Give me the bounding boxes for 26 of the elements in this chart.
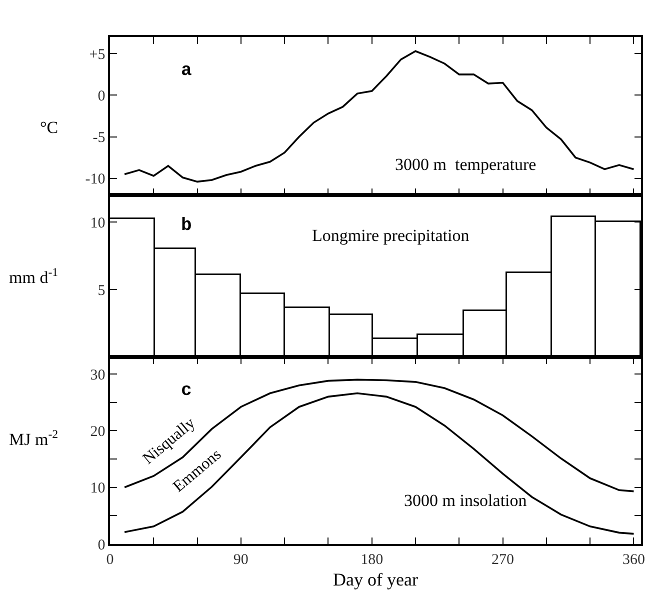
line-series bbox=[124, 378, 635, 492]
annotation: c bbox=[181, 381, 192, 401]
x-tick-label: 360 bbox=[622, 552, 645, 568]
line-series bbox=[124, 50, 635, 183]
y-tick-label: -10 bbox=[85, 172, 106, 188]
x-tick-label: 90 bbox=[233, 552, 248, 568]
annotation: 3000 m insolation bbox=[404, 491, 528, 510]
y-tick-label: -5 bbox=[92, 130, 106, 146]
annotation: 3000 m temperature bbox=[395, 155, 536, 174]
y-tick-label: 0 bbox=[98, 537, 106, 554]
y-tick-label: 30 bbox=[90, 367, 106, 384]
y-tick-label: 5 bbox=[98, 282, 106, 299]
y-tick-label: 10 bbox=[90, 215, 106, 232]
y-axis-title: °C bbox=[40, 118, 58, 137]
x-tick-label: 180 bbox=[360, 552, 384, 568]
y-tick-label: 20 bbox=[90, 424, 106, 440]
y-tick-label: 0 bbox=[98, 88, 106, 104]
annotation: b bbox=[181, 216, 192, 236]
annotation: Longmire precipitation bbox=[312, 226, 470, 245]
annotation: a bbox=[181, 61, 192, 81]
y-axis-title: mm d$^{-1}$ bbox=[9, 265, 58, 288]
y-tick-label: +5 bbox=[89, 46, 106, 63]
y-axis-title: MJ m$^{-2}$ bbox=[9, 427, 58, 450]
x-tick-label: 270 bbox=[492, 552, 514, 568]
x-axis-title: Day of year bbox=[333, 569, 418, 590]
y-tick-label: 10 bbox=[90, 480, 106, 497]
